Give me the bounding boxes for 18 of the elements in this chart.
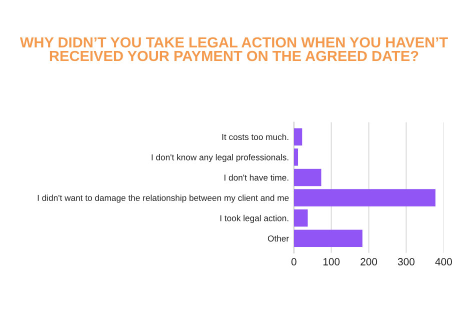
y-tick-label: Other — [268, 235, 289, 242]
x-tick-label: 0 — [291, 258, 296, 266]
x-tick-label: 400 — [435, 258, 452, 266]
bar — [294, 148, 298, 166]
bar — [294, 128, 302, 146]
bar — [294, 230, 362, 247]
x-tick-label: 100 — [323, 258, 340, 266]
bar — [294, 189, 436, 206]
y-tick-label: I don't have time. — [224, 174, 288, 181]
x-tick-label: 300 — [398, 258, 415, 266]
bar — [294, 168, 322, 186]
bar — [294, 209, 308, 227]
chart-title: WHY DIDN’T YOU TAKE LEGAL ACTION WHEN YOU HAVEN’T RECEIVED YOUR PAYMENT ON THE AGREED DATE? — [20, 37, 448, 62]
x-tick-label: 200 — [360, 258, 378, 266]
y-tick-label: I took legal action. — [220, 214, 288, 223]
y-tick-label: I didn't want to damage the relationship between my client and me — [38, 194, 289, 203]
y-tick-label: It costs too much. — [222, 134, 288, 140]
y-tick-label: I don't know any legal professionals. — [152, 154, 288, 162]
